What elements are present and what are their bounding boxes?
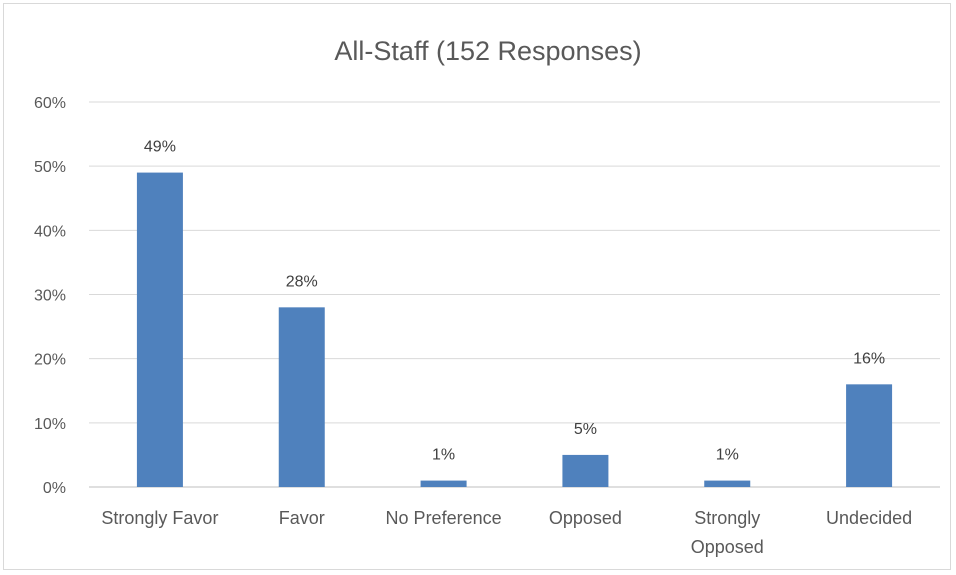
chart-title: All-Staff (152 Responses) xyxy=(334,36,641,66)
x-axis-categories: Strongly Favor Favor No Preference Opposed S… xyxy=(101,508,912,557)
category-label: Strongly xyxy=(694,508,760,528)
chart-frame: All-Staff (152 Responses) 0% 10% 20% 30% 40%… xyxy=(3,3,951,570)
data-label: 1% xyxy=(716,447,739,464)
bar-strongly-opposed xyxy=(704,480,751,487)
data-label: 16% xyxy=(853,350,885,367)
category-label: Favor xyxy=(279,508,325,528)
bar-strongly-favor xyxy=(136,172,183,488)
y-tick-label: 30% xyxy=(34,288,66,305)
bar-chart: All-Staff (152 Responses) 0% 10% 20% 30% 40%… xyxy=(34,36,940,557)
data-label: 1% xyxy=(432,447,455,464)
category-label: No Preference xyxy=(386,508,502,528)
data-label: 5% xyxy=(574,421,597,438)
category-label: Undecided xyxy=(826,508,912,528)
data-labels: 49% 28% 1% 5% 1% 16% xyxy=(144,139,885,464)
category-label: Opposed xyxy=(549,508,622,528)
bar-undecided xyxy=(846,384,893,487)
category-label: Strongly Favor xyxy=(101,508,218,528)
data-label: 49% xyxy=(144,139,176,156)
bar-no-preference xyxy=(420,480,467,487)
data-label: 28% xyxy=(286,273,318,290)
y-axis-ticks: 0% 10% 20% 30% 40% 50% 60% xyxy=(34,95,66,497)
bar-opposed xyxy=(562,454,609,487)
y-tick-label: 0% xyxy=(43,480,66,497)
y-tick-label: 50% xyxy=(34,159,66,176)
gridlines xyxy=(89,101,940,488)
category-label: Opposed xyxy=(691,537,764,557)
bars xyxy=(136,172,893,488)
bar-favor xyxy=(278,307,325,487)
y-tick-label: 60% xyxy=(34,95,66,112)
y-tick-label: 10% xyxy=(34,416,66,433)
y-tick-label: 20% xyxy=(34,352,66,369)
y-tick-label: 40% xyxy=(34,223,66,240)
